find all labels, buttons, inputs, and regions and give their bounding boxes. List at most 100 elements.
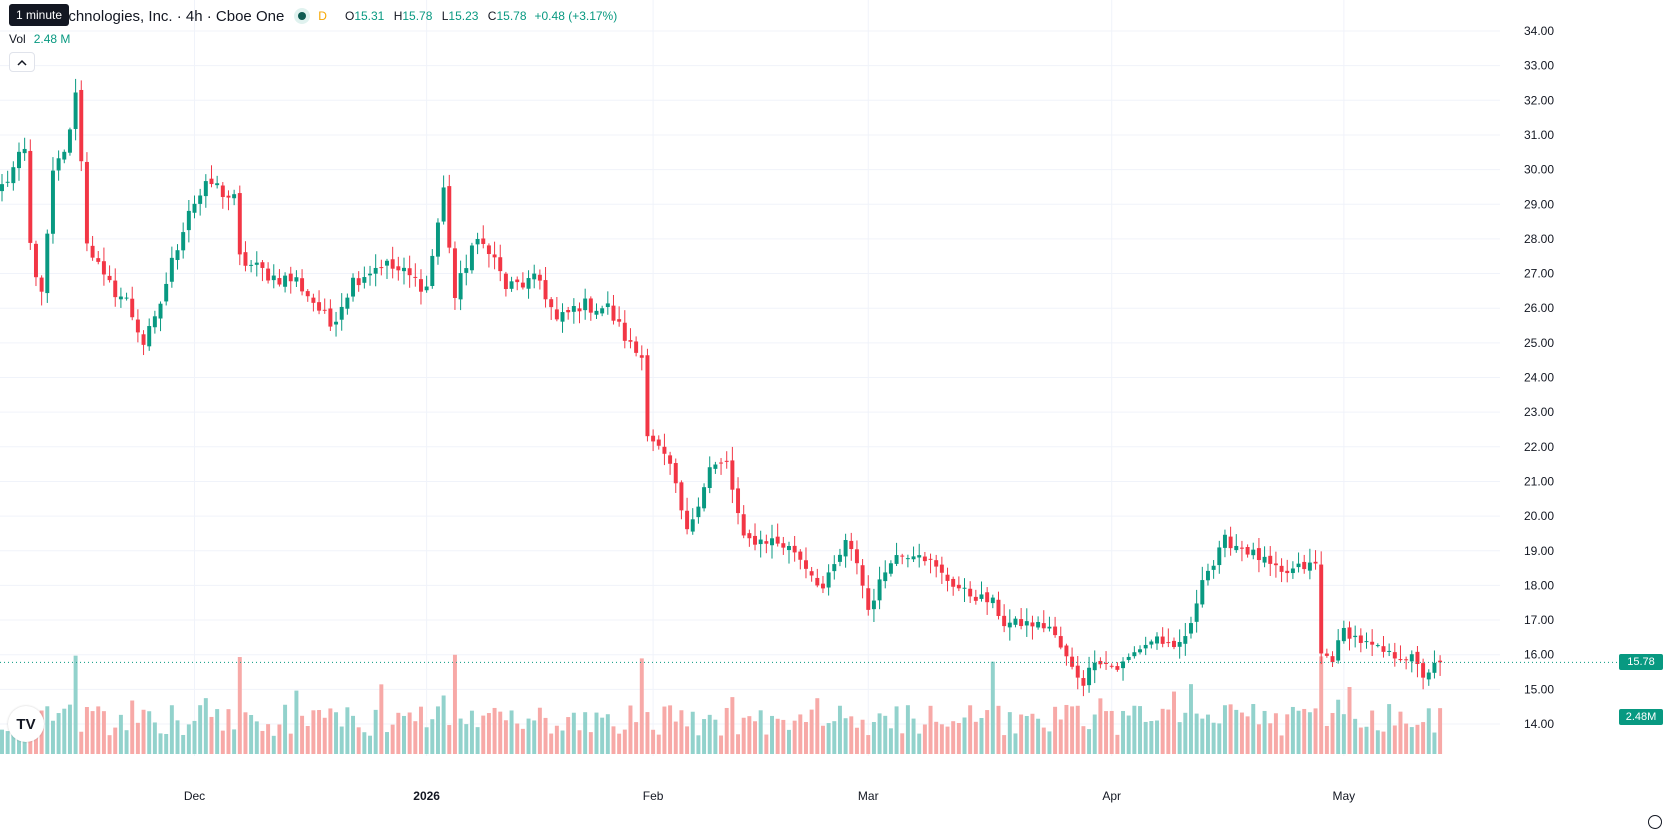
candle-body [758, 539, 763, 545]
candle-body [973, 596, 978, 601]
volume-bar [67, 704, 72, 754]
candle-body [939, 564, 944, 573]
candle-body [1256, 548, 1261, 561]
candle-body [260, 262, 265, 268]
volume-bar [979, 718, 984, 754]
volume-bar [192, 720, 197, 754]
candle-body [158, 303, 163, 319]
symbol-title[interactable]: echnologies, Inc. · 4h · Cboe One [60, 7, 285, 25]
volume-bar [968, 705, 973, 754]
candle-body [588, 298, 593, 313]
candle-body [226, 195, 231, 198]
volume-bar [1387, 704, 1392, 754]
candle-body [1273, 563, 1278, 566]
candle-body [554, 309, 559, 320]
candle-body [900, 555, 905, 557]
time-axis[interactable]: Dec 2026 Feb Mar Apr May [184, 789, 1355, 803]
volume-bar [288, 733, 293, 754]
volume-bar [730, 697, 735, 754]
candle-body [96, 258, 101, 262]
candle-body [611, 305, 616, 321]
time-tick-label: Mar [858, 789, 879, 803]
volume-bar [113, 727, 118, 754]
volume-bar [537, 707, 542, 754]
candle-body [826, 572, 831, 588]
volume-bar [351, 715, 356, 754]
volume-bar [435, 706, 440, 754]
price-axis[interactable]: 14.00 15.00 16.00 17.00 18.00 19.00 20.00 21.00… [1524, 24, 1554, 731]
candle-body [820, 583, 825, 589]
candle-body [124, 297, 129, 299]
dividend-flag-icon[interactable]: D [318, 9, 327, 23]
candle-body [481, 238, 486, 244]
volume-bar [1432, 732, 1437, 754]
volume-bar [696, 735, 701, 754]
price-tick-label: 31.00 [1524, 128, 1554, 142]
volume-bar [837, 705, 842, 754]
candle-body [475, 238, 480, 245]
price-tick-label: 15.00 [1524, 682, 1554, 696]
volume-bar [220, 730, 225, 754]
volume-bar [1188, 684, 1193, 754]
volume-bar [566, 717, 571, 754]
candle-body [628, 340, 633, 342]
volume-bar [753, 721, 758, 754]
candle-body [458, 273, 463, 300]
volume-bar [56, 713, 61, 754]
volume-bar [1421, 722, 1426, 754]
candle-body [503, 273, 508, 290]
candle-body [1404, 659, 1409, 661]
volume-bar [305, 725, 310, 754]
price-change: +0.48 (+3.17%) [534, 9, 618, 23]
candle-body [1268, 555, 1273, 564]
volume-bar [520, 728, 525, 754]
volume-bar [815, 698, 820, 754]
volume-bar [1194, 713, 1199, 754]
volume-bar [1143, 721, 1148, 754]
candle-body [1002, 615, 1007, 627]
time-tick-label: Apr [1102, 789, 1121, 803]
candle-body [1285, 570, 1290, 574]
candle-body [430, 255, 435, 286]
candle-body [135, 319, 140, 333]
market-status-icon[interactable] [294, 8, 311, 24]
price-tick-label: 30.00 [1524, 163, 1554, 177]
volume-bar [441, 695, 446, 754]
volume-bar [905, 705, 910, 754]
candle-body [362, 277, 367, 283]
candle-body [1194, 603, 1199, 622]
volume-bar [141, 709, 146, 754]
candle-body [956, 584, 961, 589]
candle-body [50, 170, 55, 234]
candle-body [1143, 644, 1148, 649]
candle-body [101, 261, 106, 275]
volume-bar [50, 720, 55, 754]
volume-bar [418, 706, 423, 754]
candle-body [764, 541, 769, 544]
volume-bar [1205, 714, 1210, 754]
settings-gear-icon[interactable] [1648, 815, 1662, 829]
volume-bar [198, 705, 203, 754]
volume-bar [1058, 719, 1063, 754]
collapse-legend-button[interactable] [9, 52, 35, 72]
open-label: O [344, 9, 355, 23]
volume-bar [1138, 706, 1143, 754]
volume-bar [1262, 710, 1267, 754]
volume-bar [747, 716, 752, 754]
candle-body [300, 278, 305, 292]
volume-bar [226, 709, 231, 754]
candle-body [1341, 627, 1346, 642]
tradingview-logo[interactable]: TV [8, 706, 44, 742]
volume-bar [1353, 718, 1358, 754]
candle-body [888, 563, 893, 574]
candle-body [583, 298, 588, 311]
candle-body [413, 276, 418, 278]
volume-bar [1234, 709, 1239, 754]
volume-bar [1160, 708, 1165, 754]
volume-bar [464, 724, 469, 754]
volume-bar [662, 706, 667, 754]
candle-body [571, 306, 576, 312]
volume-bar [690, 711, 695, 754]
volume-bar [135, 722, 140, 754]
